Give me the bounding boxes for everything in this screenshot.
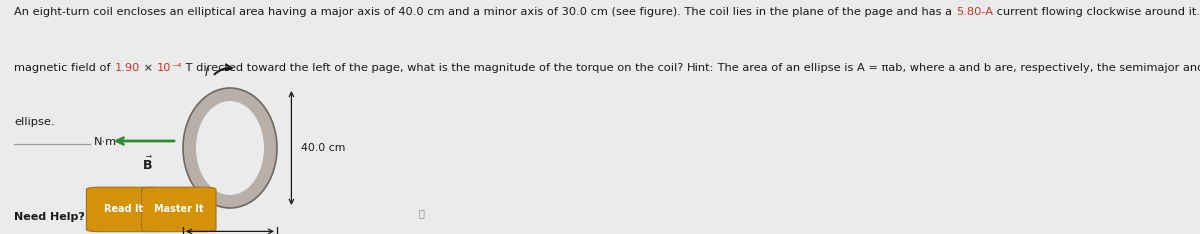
Text: Hint:: Hint:	[686, 63, 714, 73]
Ellipse shape	[182, 88, 277, 208]
Text: An eight-turn coil encloses an elliptical area having a major axis of 40.0 cm an: An eight-turn coil encloses an elliptica…	[14, 7, 956, 17]
Text: N·m: N·m	[94, 137, 116, 147]
Text: ×: ×	[140, 63, 157, 73]
Text: The area of an ellipse is A = πab, where a and b are, respectively, the semimajo: The area of an ellipse is A = πab, where…	[714, 63, 1200, 73]
Text: Need Help?: Need Help?	[14, 212, 85, 222]
Text: ⓘ: ⓘ	[418, 208, 424, 218]
FancyBboxPatch shape	[86, 187, 161, 232]
Text: 5.80-A: 5.80-A	[956, 7, 994, 17]
FancyBboxPatch shape	[142, 187, 216, 232]
Text: ellipse.: ellipse.	[14, 117, 55, 127]
Ellipse shape	[196, 101, 264, 195]
Text: 1.90: 1.90	[115, 63, 140, 73]
Text: Read It: Read It	[104, 205, 143, 214]
Text: current flowing clockwise around it. If the coil is in a uniform: current flowing clockwise around it. If …	[994, 7, 1200, 17]
Text: 40.0 cm: 40.0 cm	[301, 143, 346, 153]
Text: T directed toward the left of the page, what is the magnitude of the torque on t: T directed toward the left of the page, …	[181, 63, 686, 73]
Text: $\vec{\mathbf{B}}$: $\vec{\mathbf{B}}$	[142, 156, 152, 173]
Text: ⁻⁴: ⁻⁴	[172, 63, 181, 73]
Text: magnetic field of: magnetic field of	[14, 63, 115, 73]
Text: I: I	[205, 66, 209, 79]
Text: 10: 10	[157, 63, 172, 73]
Text: Master It: Master It	[154, 205, 204, 214]
